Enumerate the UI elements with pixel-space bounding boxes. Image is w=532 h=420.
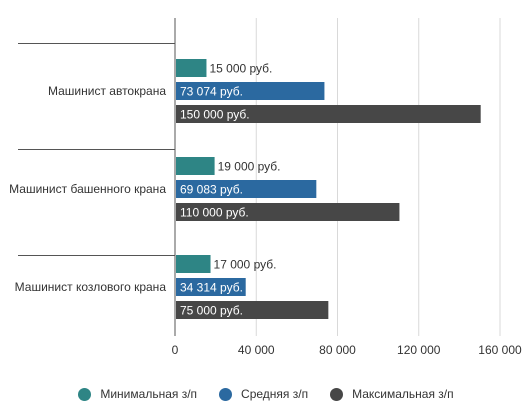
legend-item-avg[interactable]: Средняя з/п bbox=[219, 387, 308, 401]
legend: Минимальная з/п Средняя з/п Максимальная… bbox=[0, 382, 532, 406]
bar-s2-c0 bbox=[176, 105, 481, 123]
data-label-s2-c0: 150 000 руб. bbox=[180, 108, 250, 122]
legend-label-min: Минимальная з/п bbox=[100, 387, 198, 401]
data-label-s2-c2: 75 000 руб. bbox=[180, 304, 243, 318]
bar-s0-c2 bbox=[176, 255, 211, 273]
data-label-s0-c0: 15 000 руб. bbox=[209, 62, 272, 76]
legend-label-max: Максимальная з/п bbox=[352, 387, 454, 401]
bar-s0-c0 bbox=[176, 59, 207, 77]
x-tick-label-4: 160 000 bbox=[478, 343, 522, 357]
category-label-0: Машинист автокрана bbox=[48, 84, 166, 98]
legend-label-avg: Средняя з/п bbox=[241, 387, 309, 401]
data-label-s1-c1: 69 083 руб. bbox=[180, 183, 243, 197]
data-label-s0-c2: 17 000 руб. bbox=[214, 258, 277, 272]
x-tick-label-3: 120 000 bbox=[397, 343, 441, 357]
bar-s1-c0 bbox=[176, 82, 325, 100]
data-label-s1-c2: 34 314 руб. bbox=[180, 281, 243, 295]
legend-item-min[interactable]: Минимальная з/п bbox=[78, 387, 197, 401]
data-label-s1-c0: 73 074 руб. bbox=[180, 85, 243, 99]
category-label-2: Машинист козлового крана bbox=[15, 280, 167, 294]
bar-s1-c1 bbox=[176, 180, 317, 198]
bar-s0-c1 bbox=[176, 157, 215, 175]
bar-s2-c1 bbox=[176, 203, 400, 221]
bar-s2-c2 bbox=[176, 301, 329, 319]
x-tick-label-2: 80 000 bbox=[319, 343, 356, 357]
category-label-1: Машинист башенного крана bbox=[9, 182, 166, 196]
legend-item-max[interactable]: Максимальная з/п bbox=[330, 387, 454, 401]
legend-swatch-max bbox=[330, 387, 344, 401]
data-label-s2-c1: 110 000 руб. bbox=[180, 206, 249, 220]
chart-canvas: 0 40 000 80 000 120 000 160 000 Машинист авто… bbox=[9, 18, 522, 357]
legend-swatch-min bbox=[78, 387, 92, 401]
x-tick-label-1: 40 000 bbox=[238, 343, 275, 357]
x-tick-label-0: 0 bbox=[172, 343, 179, 357]
bar-s1-c2 bbox=[176, 278, 246, 296]
data-label-s0-c1: 19 000 руб. bbox=[218, 160, 281, 174]
legend-swatch-avg bbox=[219, 387, 233, 401]
